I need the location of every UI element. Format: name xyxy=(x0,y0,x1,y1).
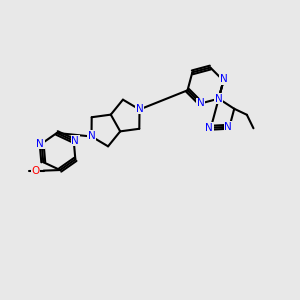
Text: N: N xyxy=(136,104,143,114)
Text: N: N xyxy=(71,136,79,146)
Text: N: N xyxy=(224,122,232,132)
Text: N: N xyxy=(88,131,95,141)
Text: N: N xyxy=(220,74,227,84)
Text: O: O xyxy=(31,166,39,176)
Text: N: N xyxy=(215,94,223,104)
Text: N: N xyxy=(206,123,213,133)
Text: N: N xyxy=(36,139,44,148)
Text: N: N xyxy=(197,98,205,109)
